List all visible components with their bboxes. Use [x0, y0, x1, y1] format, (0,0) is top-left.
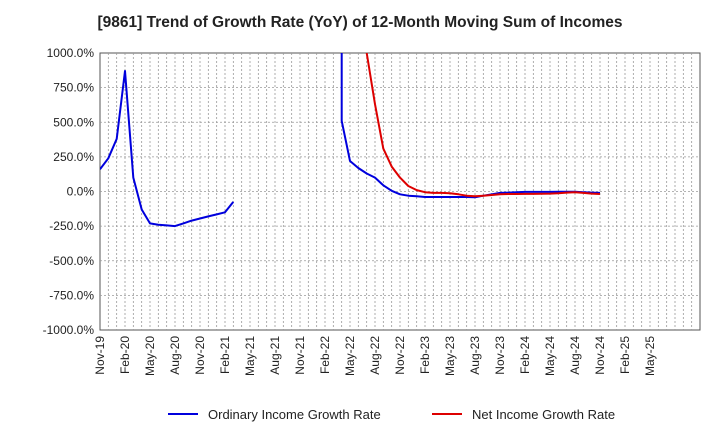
- chart-title: [9861] Trend of Growth Rate (YoY) of 12-…: [97, 14, 623, 31]
- series-line-ordinary-income: [100, 70, 235, 228]
- y-tick-label: -1000.0%: [43, 323, 95, 337]
- x-tick-label: Feb-22: [318, 336, 332, 374]
- x-tick-label: Nov-23: [493, 336, 507, 375]
- y-tick-label: 0.0%: [67, 185, 95, 199]
- x-tick-label: Feb-20: [118, 336, 132, 374]
- x-tick-label: May-23: [443, 336, 457, 376]
- series-line-ordinary-income: [340, 53, 601, 199]
- x-tick-label: Aug-23: [468, 336, 482, 375]
- x-tick-label: Feb-24: [518, 336, 532, 374]
- y-tick-label: 500.0%: [53, 115, 94, 129]
- x-tick-label: Nov-19: [93, 336, 107, 375]
- y-tick-label: 750.0%: [53, 81, 94, 95]
- x-tick-label: May-20: [143, 336, 157, 376]
- x-tick-label: Aug-24: [568, 336, 582, 375]
- x-tick-label: Nov-24: [593, 336, 607, 375]
- x-tick-label: May-22: [343, 336, 357, 376]
- y-tick-label: 1000.0%: [47, 46, 95, 60]
- x-tick-label: May-21: [243, 336, 257, 376]
- x-tick-label: May-24: [543, 336, 557, 376]
- x-tick-label: Nov-21: [293, 336, 307, 375]
- x-tick-label: May-25: [643, 336, 657, 376]
- x-tick-label: Nov-20: [193, 336, 207, 375]
- x-tick-label: Aug-21: [268, 336, 282, 375]
- y-tick-label: -500.0%: [49, 254, 94, 268]
- x-tick-label: Aug-22: [368, 336, 382, 375]
- x-tick-label: Aug-20: [168, 336, 182, 375]
- x-tick-label: Feb-25: [618, 336, 632, 374]
- x-tick-label: Feb-21: [218, 336, 232, 374]
- y-tick-label: 250.0%: [53, 150, 94, 164]
- legend-label: Ordinary Income Growth Rate: [208, 407, 381, 422]
- y-tick-label: -250.0%: [49, 219, 94, 233]
- y-tick-label: -750.0%: [49, 288, 94, 302]
- series-line-net-income: [365, 53, 601, 198]
- legend-label: Net Income Growth Rate: [472, 407, 615, 422]
- x-tick-label: Feb-23: [418, 336, 432, 374]
- x-tick-label: Nov-22: [393, 336, 407, 375]
